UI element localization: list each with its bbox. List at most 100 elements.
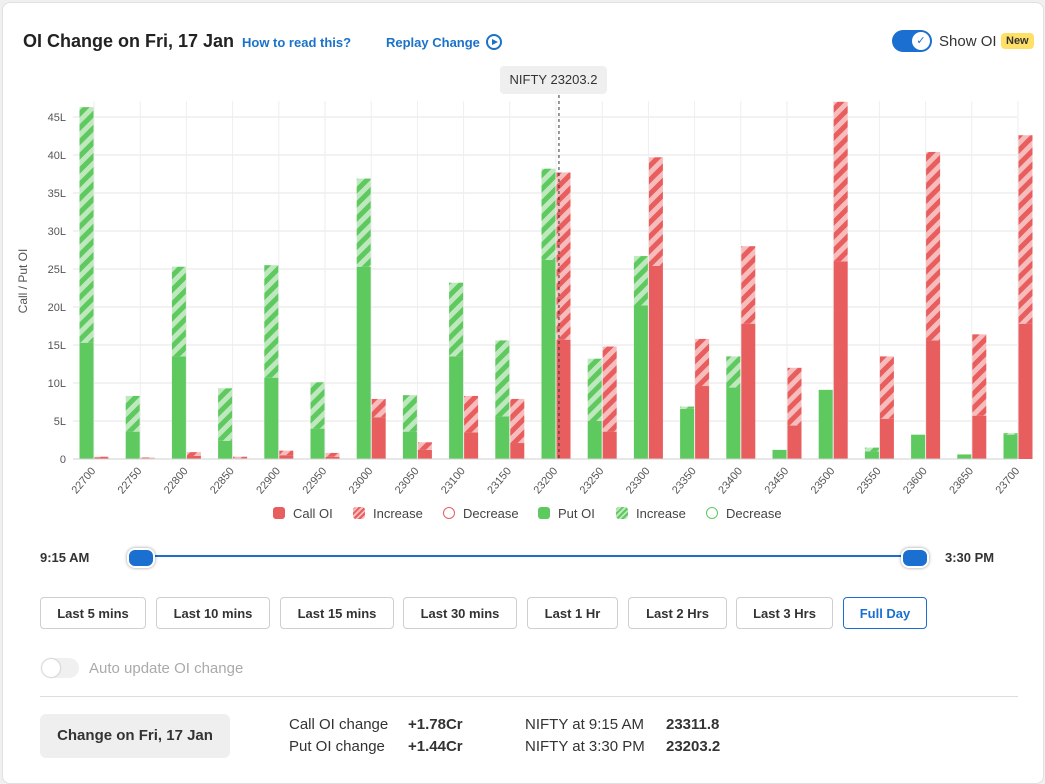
legend-label: Decrease	[463, 506, 519, 521]
call-increase-bar	[417, 442, 432, 450]
y-tick-label: 40L	[48, 150, 66, 162]
put-oi-bar	[818, 389, 833, 459]
y-tick-label: 0	[60, 454, 66, 466]
change-date-button[interactable]: Change on Fri, 17 Jan	[40, 714, 230, 758]
call-oi-bar	[1018, 323, 1033, 459]
oi-bar-chart: 0 5L 10L 15L 20L 25L 30L 35L 40L 45L Call / Put OI…	[16, 95, 1033, 496]
range-button-full-day[interactable]: Full Day	[843, 597, 927, 629]
call-oi-change-value: +1.78Cr	[408, 716, 463, 733]
x-tick-label: 23700	[993, 465, 1022, 496]
x-tick-label: 23250	[578, 465, 607, 496]
y-tick-label: 10L	[48, 378, 66, 390]
call-increase-bar	[279, 450, 294, 456]
call-increase-bar	[371, 398, 386, 418]
x-tick-label: 23100	[439, 465, 468, 496]
put-oi-bar	[587, 421, 602, 459]
new-badge: New	[1001, 33, 1034, 49]
call-oi-bar	[695, 386, 710, 459]
call-oi-bar	[602, 431, 617, 459]
put-oi-bar	[125, 431, 140, 459]
put-oi-change-value: +1.44Cr	[408, 738, 463, 755]
range-button-last-3-hrs[interactable]: Last 3 Hrs	[736, 597, 833, 629]
how-to-read-link[interactable]: How to read this?	[242, 35, 352, 50]
spot-price-label: NIFTY 23203.2	[500, 66, 607, 94]
y-tick-label: 15L	[48, 340, 66, 352]
x-tick-label: 22900	[254, 465, 283, 496]
call-oi-bar	[787, 425, 802, 459]
put-oi-bar	[541, 259, 556, 459]
put-oi-bar	[495, 416, 510, 459]
call-oi-bar	[648, 265, 663, 459]
put-oi-bar	[957, 454, 972, 459]
y-tick-label: 30L	[48, 226, 66, 238]
replay-change-link[interactable]: Replay Change	[386, 35, 480, 50]
nifty-close-label: NIFTY at 3:30 PM	[525, 738, 645, 755]
call-oi-bar	[371, 417, 386, 459]
call-increase-bar	[695, 338, 710, 387]
put-oi-bar	[680, 408, 695, 459]
call-increase-bar	[648, 157, 663, 266]
x-tick-label: 23150	[485, 465, 514, 496]
put-increase-bar	[864, 447, 879, 452]
x-tick-label: 22950	[300, 465, 329, 496]
legend-swatch	[706, 507, 718, 519]
call-increase-bar	[972, 334, 987, 416]
x-tick-label: 22800	[162, 465, 191, 496]
page-title: OI Change on Fri, 17 Jan	[23, 31, 235, 51]
range-button-last-2-hrs[interactable]: Last 2 Hrs	[628, 597, 727, 629]
put-increase-bar	[449, 282, 464, 357]
call-increase-bar	[464, 395, 479, 433]
call-increase-bar	[879, 356, 894, 419]
auto-update-toggle[interactable]	[41, 658, 79, 678]
legend-swatch	[538, 507, 550, 519]
y-tick-label: 35L	[48, 188, 66, 200]
put-oi-bar	[171, 356, 186, 459]
put-increase-bar	[356, 178, 371, 267]
call-increase-bar	[787, 367, 802, 426]
show-oi-label: Show OI	[939, 33, 997, 50]
call-increase-bar	[140, 457, 155, 459]
play-circle-icon[interactable]	[486, 34, 502, 50]
put-increase-bar	[541, 168, 556, 260]
y-tick-label: 25L	[48, 264, 66, 276]
call-oi-bar	[325, 456, 340, 459]
x-tick-label: 23650	[947, 465, 976, 496]
slider-end-time: 3:30 PM	[945, 550, 995, 565]
put-increase-bar	[680, 406, 695, 409]
put-oi-bar	[402, 431, 417, 459]
legend-swatch	[353, 507, 365, 519]
nifty-open-value: 23311.8	[666, 716, 720, 733]
range-button-last-15-mins[interactable]: Last 15 mins	[280, 597, 394, 629]
put-oi-bar	[449, 356, 464, 459]
legend-swatch	[273, 507, 285, 519]
call-increase-bar	[926, 151, 941, 341]
put-increase-bar	[171, 266, 186, 357]
x-tick-label: 23600	[901, 465, 930, 496]
time-slider-track[interactable]	[141, 555, 917, 557]
range-button-last-1-hr[interactable]: Last 1 Hr	[527, 597, 618, 629]
range-button-last-30-mins[interactable]: Last 30 mins	[403, 597, 517, 629]
x-tick-label: 23200	[531, 465, 560, 496]
put-increase-bar	[726, 356, 741, 388]
nifty-open-label: NIFTY at 9:15 AM	[525, 716, 644, 733]
slider-end-handle[interactable]	[901, 548, 929, 568]
put-oi-bar	[264, 377, 279, 459]
call-increase-bar	[602, 346, 617, 432]
x-tick-label: 23450	[762, 465, 791, 496]
y-tick-label: 20L	[48, 302, 66, 314]
call-oi-bar	[464, 432, 479, 459]
x-tick-label: 23000	[347, 465, 376, 496]
show-oi-toggle[interactable]: ✓	[892, 30, 932, 52]
call-oi-bar	[279, 455, 294, 459]
put-increase-bar	[218, 388, 233, 441]
slider-start-handle[interactable]	[127, 548, 155, 568]
put-increase-bar	[495, 340, 510, 417]
put-increase-bar	[587, 358, 602, 421]
y-axis-label: Call / Put OI	[16, 249, 30, 314]
range-button-last-5-mins[interactable]: Last 5 mins	[40, 597, 146, 629]
x-tick-label: 23050	[393, 465, 422, 496]
range-button-last-10-mins[interactable]: Last 10 mins	[156, 597, 270, 629]
legend-swatch	[616, 507, 628, 519]
divider	[40, 696, 1018, 697]
